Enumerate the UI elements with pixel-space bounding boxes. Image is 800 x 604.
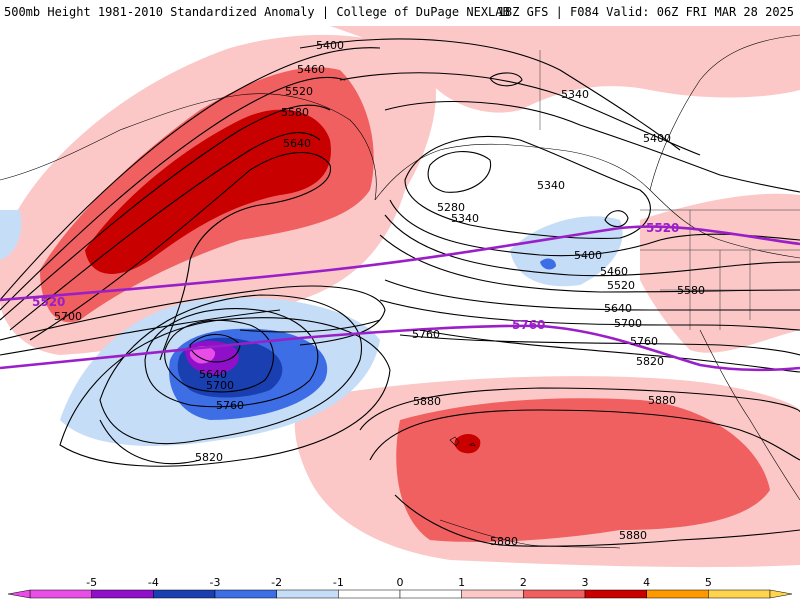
contour-label: 5880 [490, 535, 518, 548]
colorbar-ticks: -5 -4 -3 -2 -1 0 1 2 3 4 5 [86, 576, 712, 589]
highlight-contours [0, 225, 800, 372]
colorbar-tick-label: -1 [333, 576, 344, 589]
anomaly-colorbar: -5 -4 -3 -2 -1 0 1 2 3 4 5 [0, 574, 800, 600]
contour-label: 5880 [413, 395, 441, 408]
contour-label: 5400 [643, 132, 671, 145]
contour-label: 5340 [561, 88, 589, 101]
contour-label: 5640 [283, 137, 311, 150]
colorbar-tick-label: 1 [458, 576, 465, 589]
colorbar-swatch [523, 589, 586, 599]
contour-label: 5760 [412, 328, 440, 341]
colorbar-tick-label: 4 [643, 576, 650, 589]
contour-label: 5700 [54, 310, 82, 323]
colorbar-swatch [91, 589, 154, 599]
colorbar-swatch [708, 589, 771, 599]
contour-label: 5460 [600, 265, 628, 278]
contour-label-group: 5400 5460 5520 5580 5640 5340 5400 5340 … [54, 39, 705, 548]
highlight-label-group: 5520 5520 5760 [32, 221, 679, 332]
contour-label: 5820 [195, 451, 223, 464]
colorbar-swatch [214, 589, 277, 599]
highlight-contour-label: 5520 [32, 295, 65, 309]
run-valid-time: 18Z GFS | F084 Valid: 06Z FRI MAR 28 202… [497, 5, 794, 19]
colorbar-swatch [338, 589, 401, 599]
colorbar-tick-label: -4 [148, 576, 159, 589]
colorbar-max-arrow [769, 589, 793, 599]
contour-label: 5760 [216, 399, 244, 412]
contour-label: 5580 [281, 106, 309, 119]
positive-anomaly-shading [0, 26, 800, 568]
colorbar-swatches [7, 589, 793, 599]
colorbar-swatch [584, 589, 647, 599]
highlight-contour-label: 5520 [646, 221, 679, 235]
anomaly-map: 5400 5460 5520 5580 5640 5340 5400 5340 … [0, 26, 800, 574]
contour-label: 5880 [648, 394, 676, 407]
colorbar-swatch [399, 589, 462, 599]
contour-label: 5520 [607, 279, 635, 292]
colorbar-swatch [153, 589, 216, 599]
colorbar-tick-label: 5 [705, 576, 712, 589]
colorbar-swatch [276, 589, 339, 599]
colorbar-swatch [646, 589, 709, 599]
coastlines [0, 34, 800, 549]
highlight-contour-label: 5760 [512, 318, 545, 332]
contour-label: 5580 [677, 284, 705, 297]
contour-label: 5700 [206, 379, 234, 392]
contour-label: 5640 [604, 302, 632, 315]
contour-label: 5520 [285, 85, 313, 98]
contour-label: 5820 [636, 355, 664, 368]
colorbar-tick-label: 2 [520, 576, 527, 589]
colorbar-tick-label: -3 [210, 576, 221, 589]
contour-label: 5640 [199, 368, 227, 381]
colorbar-min-arrow [7, 589, 31, 599]
contour-label: 5880 [619, 529, 647, 542]
colorbar-tick-label: -2 [271, 576, 282, 589]
colorbar-tick-label: -5 [86, 576, 97, 589]
contour-label: 5280 [437, 201, 465, 214]
colorbar-tick-label: 3 [582, 576, 589, 589]
contour-label: 5760 [630, 335, 658, 348]
contour-label: 5400 [574, 249, 602, 262]
colorbar-tick-label: 0 [397, 576, 404, 589]
negative-anomaly-shading [0, 210, 623, 446]
contour-label: 5400 [316, 39, 344, 52]
contour-label: 5340 [451, 212, 479, 225]
colorbar-swatch [461, 589, 524, 599]
contour-label: 5700 [614, 317, 642, 330]
colorbar-swatch [29, 589, 92, 599]
contour-label: 5340 [537, 179, 565, 192]
contour-label: 5460 [297, 63, 325, 76]
title-bar: 500mb Height 1981-2010 Standardized Anom… [0, 0, 800, 26]
map-title: 500mb Height 1981-2010 Standardized Anom… [4, 5, 510, 19]
